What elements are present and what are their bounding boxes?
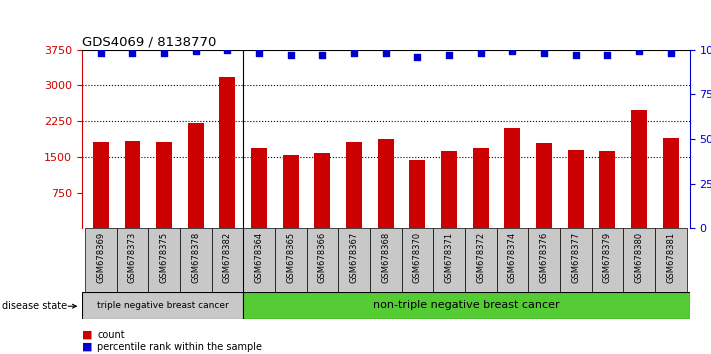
Text: GSM678376: GSM678376: [540, 232, 548, 283]
Text: GSM678373: GSM678373: [128, 232, 137, 283]
Bar: [663, 138, 678, 228]
Point: [159, 50, 170, 56]
Text: GSM678378: GSM678378: [191, 232, 201, 283]
Bar: [306, 228, 338, 292]
Bar: [592, 228, 623, 292]
Text: percentile rank within the sample: percentile rank within the sample: [97, 342, 262, 352]
Bar: [346, 142, 362, 228]
Point: [507, 48, 518, 54]
Point: [222, 47, 233, 52]
Bar: [314, 153, 331, 228]
Bar: [631, 110, 647, 228]
Text: GSM678364: GSM678364: [255, 232, 264, 282]
Text: GSM678379: GSM678379: [603, 232, 612, 282]
Point: [380, 50, 391, 56]
Text: GSM678381: GSM678381: [666, 232, 675, 282]
Text: non-triple negative breast cancer: non-triple negative breast cancer: [373, 300, 560, 310]
Bar: [338, 228, 370, 292]
Bar: [473, 148, 488, 228]
Bar: [465, 228, 496, 292]
Bar: [283, 155, 299, 228]
Text: GDS4069 / 8138770: GDS4069 / 8138770: [82, 35, 216, 48]
Text: GSM678366: GSM678366: [318, 232, 327, 283]
Bar: [433, 228, 465, 292]
Bar: [212, 228, 243, 292]
Point: [570, 52, 582, 58]
Point: [634, 48, 645, 54]
Text: GSM678371: GSM678371: [444, 232, 454, 282]
Bar: [560, 228, 592, 292]
Point: [475, 50, 486, 56]
Point: [412, 54, 423, 59]
Point: [538, 50, 550, 56]
Bar: [85, 228, 117, 292]
Point: [95, 50, 107, 56]
Text: triple negative breast cancer: triple negative breast cancer: [97, 301, 228, 310]
Point: [127, 50, 138, 56]
Text: GSM678372: GSM678372: [476, 232, 485, 282]
Text: disease state: disease state: [2, 301, 68, 311]
Point: [253, 50, 264, 56]
Bar: [402, 228, 433, 292]
Text: GSM678368: GSM678368: [381, 232, 390, 283]
Point: [190, 48, 201, 54]
Bar: [504, 128, 520, 228]
Text: ■: ■: [82, 330, 92, 339]
Bar: [156, 142, 172, 228]
Bar: [655, 228, 687, 292]
Bar: [243, 228, 275, 292]
Text: GSM678369: GSM678369: [96, 232, 105, 282]
Point: [285, 52, 296, 58]
Bar: [441, 151, 457, 228]
Point: [316, 52, 328, 58]
Bar: [93, 142, 109, 228]
Bar: [180, 228, 212, 292]
Text: GSM678370: GSM678370: [413, 232, 422, 282]
Bar: [188, 124, 203, 228]
Bar: [378, 139, 394, 228]
Point: [665, 50, 676, 56]
Text: GSM678375: GSM678375: [159, 232, 169, 282]
Bar: [370, 228, 402, 292]
Bar: [599, 150, 615, 228]
Bar: [410, 160, 425, 228]
Bar: [124, 141, 140, 228]
Bar: [220, 77, 235, 228]
Point: [602, 52, 613, 58]
Bar: [243, 292, 690, 319]
Text: ■: ■: [82, 342, 92, 352]
Bar: [149, 228, 180, 292]
Bar: [275, 228, 306, 292]
Point: [348, 50, 360, 56]
Bar: [568, 150, 584, 228]
Bar: [623, 228, 655, 292]
Bar: [528, 228, 560, 292]
Text: GSM678365: GSM678365: [287, 232, 295, 282]
Text: GSM678377: GSM678377: [571, 232, 580, 283]
Text: GSM678374: GSM678374: [508, 232, 517, 282]
Text: count: count: [97, 330, 125, 339]
Text: GSM678380: GSM678380: [634, 232, 643, 282]
Bar: [496, 228, 528, 292]
Bar: [251, 148, 267, 228]
Bar: [536, 143, 552, 228]
Text: GSM678367: GSM678367: [350, 232, 358, 283]
Text: GSM678382: GSM678382: [223, 232, 232, 282]
Point: [444, 52, 455, 58]
Bar: [82, 292, 243, 319]
Bar: [117, 228, 149, 292]
